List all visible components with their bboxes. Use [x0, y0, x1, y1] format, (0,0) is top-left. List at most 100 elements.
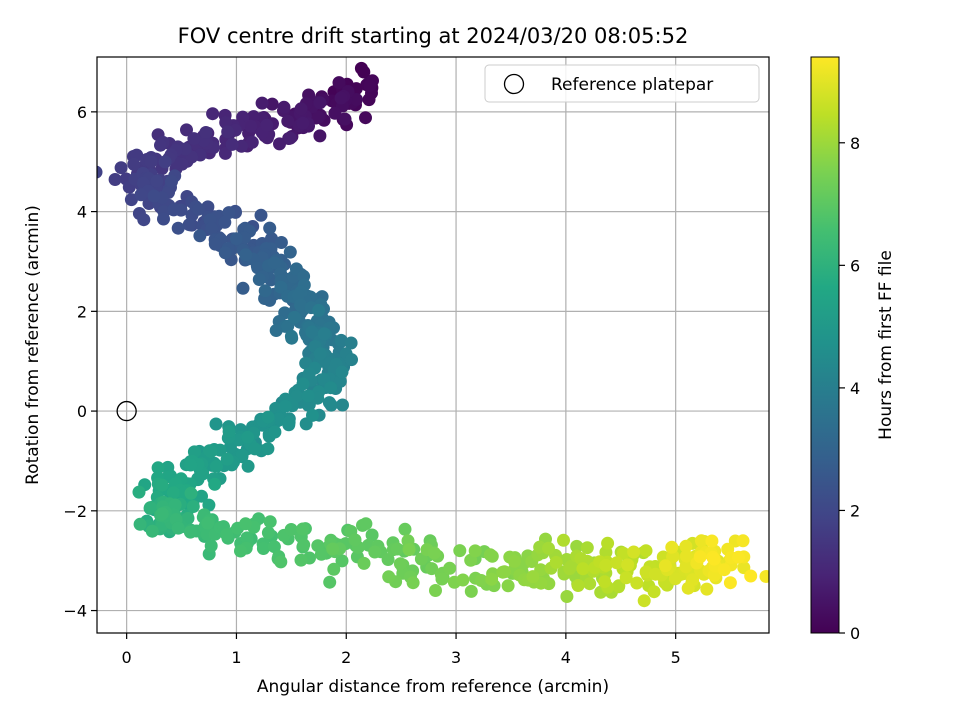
data-point	[97, 165, 103, 179]
data-point	[681, 581, 695, 595]
data-point	[354, 61, 368, 75]
data-point	[167, 203, 181, 217]
data-point	[210, 459, 223, 473]
data-point	[326, 542, 340, 556]
data-point	[368, 545, 382, 559]
data-point	[627, 545, 641, 559]
data-point	[235, 448, 249, 462]
data-point	[254, 208, 268, 222]
data-point	[599, 558, 613, 572]
data-point	[114, 161, 128, 175]
data-point	[261, 526, 275, 540]
data-point	[144, 155, 158, 169]
data-point	[165, 175, 178, 188]
data-point	[222, 206, 236, 220]
data-point	[648, 567, 662, 581]
y-tick-label: −4	[63, 602, 87, 621]
y-tick-label: 4	[77, 203, 87, 222]
data-point	[234, 544, 247, 558]
colorbar-tick-label: 0	[850, 624, 860, 643]
data-point	[281, 319, 295, 333]
data-point	[474, 574, 488, 587]
data-point	[723, 576, 737, 590]
data-point	[542, 541, 555, 555]
data-point	[143, 501, 157, 515]
data-point	[229, 232, 243, 246]
legend-reference-marker	[503, 73, 525, 95]
data-point	[564, 559, 578, 573]
data-point	[443, 561, 457, 575]
y-axis-label: Rotation from reference (arcmin)	[23, 205, 43, 485]
data-point	[294, 298, 307, 312]
data-point	[621, 558, 635, 572]
data-point	[313, 129, 327, 143]
x-tick-label: 2	[341, 648, 351, 667]
data-point	[327, 562, 341, 576]
data-point	[301, 389, 315, 403]
colorbar-tick-label: 6	[850, 256, 860, 275]
data-point	[348, 533, 362, 547]
data-point	[261, 442, 275, 456]
data-point	[365, 528, 379, 542]
data-point	[382, 570, 396, 584]
data-point	[680, 549, 693, 563]
data-point	[363, 79, 377, 93]
data-point	[273, 137, 286, 151]
data-point	[145, 524, 159, 538]
data-point	[666, 550, 680, 564]
data-point	[328, 106, 342, 120]
data-point	[324, 381, 338, 395]
data-point	[362, 93, 376, 107]
data-point	[184, 458, 198, 472]
data-point	[705, 534, 719, 548]
data-point	[314, 547, 328, 561]
data-point	[155, 478, 169, 492]
data-point	[192, 202, 206, 216]
data-point	[258, 284, 272, 298]
data-point	[278, 399, 292, 413]
data-point	[427, 546, 441, 560]
data-point	[639, 544, 653, 558]
x-tick-label: 3	[451, 648, 461, 667]
y-tick-label: 0	[77, 402, 87, 421]
data-point	[610, 556, 624, 570]
data-point	[456, 573, 470, 587]
y-ticks: −4 −2 0 2 4 6	[63, 103, 97, 621]
legend-box	[484, 64, 760, 103]
data-point	[201, 516, 215, 530]
data-point	[265, 97, 279, 111]
data-point	[209, 417, 223, 431]
data-point	[155, 507, 169, 521]
data-point	[501, 579, 515, 593]
data-point	[658, 559, 672, 573]
data-point	[574, 552, 588, 566]
data-point	[225, 137, 239, 151]
data-point	[679, 560, 693, 574]
data-point	[332, 76, 346, 90]
data-point	[508, 554, 521, 568]
data-point	[759, 570, 769, 583]
colorbar: 0 2 4 6 8 Hours from first FF file	[810, 56, 896, 643]
data-point	[132, 485, 146, 499]
data-point	[268, 425, 282, 439]
data-point	[171, 521, 185, 535]
data-point	[184, 486, 198, 500]
data-point	[398, 522, 412, 536]
data-point	[274, 280, 288, 294]
colorbar-tick-label: 4	[850, 379, 860, 398]
data-point	[637, 594, 651, 608]
data-point	[601, 536, 615, 550]
data-point	[296, 377, 310, 391]
data-point	[182, 218, 196, 232]
data-point	[108, 173, 122, 186]
data-point	[218, 246, 232, 260]
data-point	[668, 572, 682, 586]
data-point	[268, 256, 281, 270]
x-tick-label: 5	[671, 648, 681, 667]
chart-title: FOV centre drift starting at 2024/03/20 …	[178, 24, 689, 48]
data-point	[147, 189, 161, 203]
data-point	[283, 245, 297, 259]
data-point	[151, 461, 165, 475]
data-point	[485, 572, 499, 586]
data-point	[693, 550, 707, 564]
